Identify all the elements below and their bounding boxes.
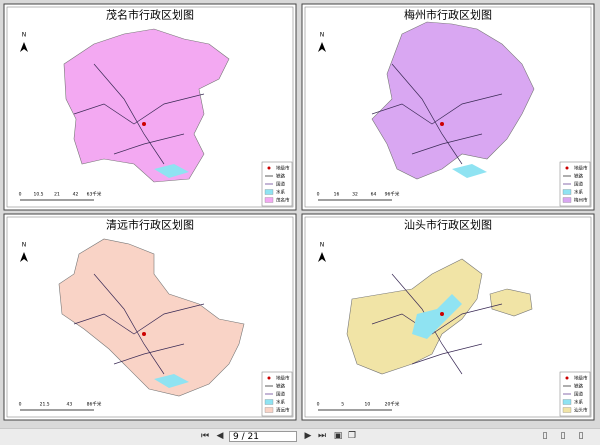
legend-label: 国道 [276,391,285,398]
last-page-button[interactable]: ⏭ [317,431,327,441]
legend-label: 铁路 [574,383,583,390]
city-marker [440,122,444,126]
tool-button[interactable]: ❐ [347,431,357,441]
legend-label: 水系 [276,189,285,196]
water [452,164,487,178]
panel-inner-frame [304,216,592,418]
panel-inner-frame [6,6,294,208]
tool-button[interactable]: ▣ [333,431,343,441]
prev-page-button[interactable]: ◀ [216,431,224,441]
view-button[interactable]: ▯ [560,431,566,441]
legend-symbol [565,166,569,170]
legend-label: 茂名市 [276,197,290,204]
view-button[interactable]: ▯ [578,431,584,441]
legend-symbol [267,166,271,170]
scale-label: 0 [317,192,320,198]
legend-symbol [264,189,274,195]
water [412,294,462,339]
water [154,374,189,388]
legend-symbol [264,399,274,405]
scale-label: 21.5 [40,402,50,408]
page-indicator[interactable]: 9 / 21 [229,431,297,442]
legend-label: 国道 [276,181,285,188]
north-arrow [318,252,326,262]
scale-label: 86千米 [87,401,102,408]
legend-symbol [562,399,572,405]
island-shape [489,288,533,317]
scale-label: 96千米 [385,191,400,198]
north-arrow [20,252,28,262]
north-arrow [20,42,28,52]
legend-label: 汕头市 [574,407,588,414]
map-title: 茂名市行政区划图 [106,8,194,22]
scale-label: 0 [19,192,22,198]
city-marker [142,122,146,126]
region-shape [58,238,245,397]
legend-label: 地级市 [574,375,588,382]
legend-label: 地级市 [276,165,290,172]
legend-label: 水系 [574,189,583,196]
north-label: N [320,32,325,39]
city-marker [440,312,444,316]
legend-label: 国道 [574,181,583,188]
legend-symbol [264,197,274,203]
legend-label: 地级市 [276,375,290,382]
scale-label: 20千米 [385,401,400,408]
north-label: N [320,242,325,249]
legend-label: 梅州市 [574,197,588,204]
legend-symbol [565,376,569,380]
legend-label: 铁路 [276,173,285,180]
toolbar: ⏮ ◀ 9 / 21 ▶ ⏭ ▣ ❐ ▯ ▯ ▯ [0,428,600,445]
legend-symbol [264,407,274,413]
legend-symbol [562,407,572,413]
scale-label: 63千米 [87,191,102,198]
next-page-button[interactable]: ▶ [304,431,312,441]
map-title: 清远市行政区划图 [106,218,194,232]
scale-label: 21 [54,192,60,198]
scale-label: 10 [364,402,370,408]
legend-symbol [562,189,572,195]
map-title: 梅州市行政区划图 [404,8,492,22]
north-arrow [318,42,326,52]
legend-label: 水系 [276,399,285,406]
legend-label: 地级市 [574,165,588,172]
panel-inner-frame [304,6,592,208]
scale-label: 42 [73,192,79,198]
water [154,164,189,178]
panel-inner-frame [6,216,294,418]
road-lines [371,63,503,165]
legend-label: 清远市 [276,407,290,414]
legend-label: 铁路 [574,173,583,180]
scale-label: 5 [341,402,344,408]
region-shape [63,28,230,183]
first-page-button[interactable]: ⏮ [200,431,210,441]
north-label: N [22,242,27,249]
scale-label: 43 [66,402,72,408]
scale-label: 16 [334,192,340,198]
legend-symbol [562,197,572,203]
scale-label: 0 [19,402,22,408]
map-title: 汕头市行政区划图 [404,218,492,232]
legend-label: 铁路 [276,383,285,390]
north-label: N [22,32,27,39]
view-button[interactable]: ▯ [542,431,548,441]
city-marker [142,332,146,336]
scale-label: 32 [352,192,358,198]
region-shape [346,258,483,375]
scale-label: 10.5 [33,192,43,198]
scale-label: 0 [317,402,320,408]
region-shape [371,21,535,180]
legend-label: 水系 [574,399,583,406]
legend-symbol [267,376,271,380]
legend-label: 国道 [574,391,583,398]
road-lines [73,63,205,165]
scale-label: 64 [371,192,377,198]
road-lines [73,273,205,375]
